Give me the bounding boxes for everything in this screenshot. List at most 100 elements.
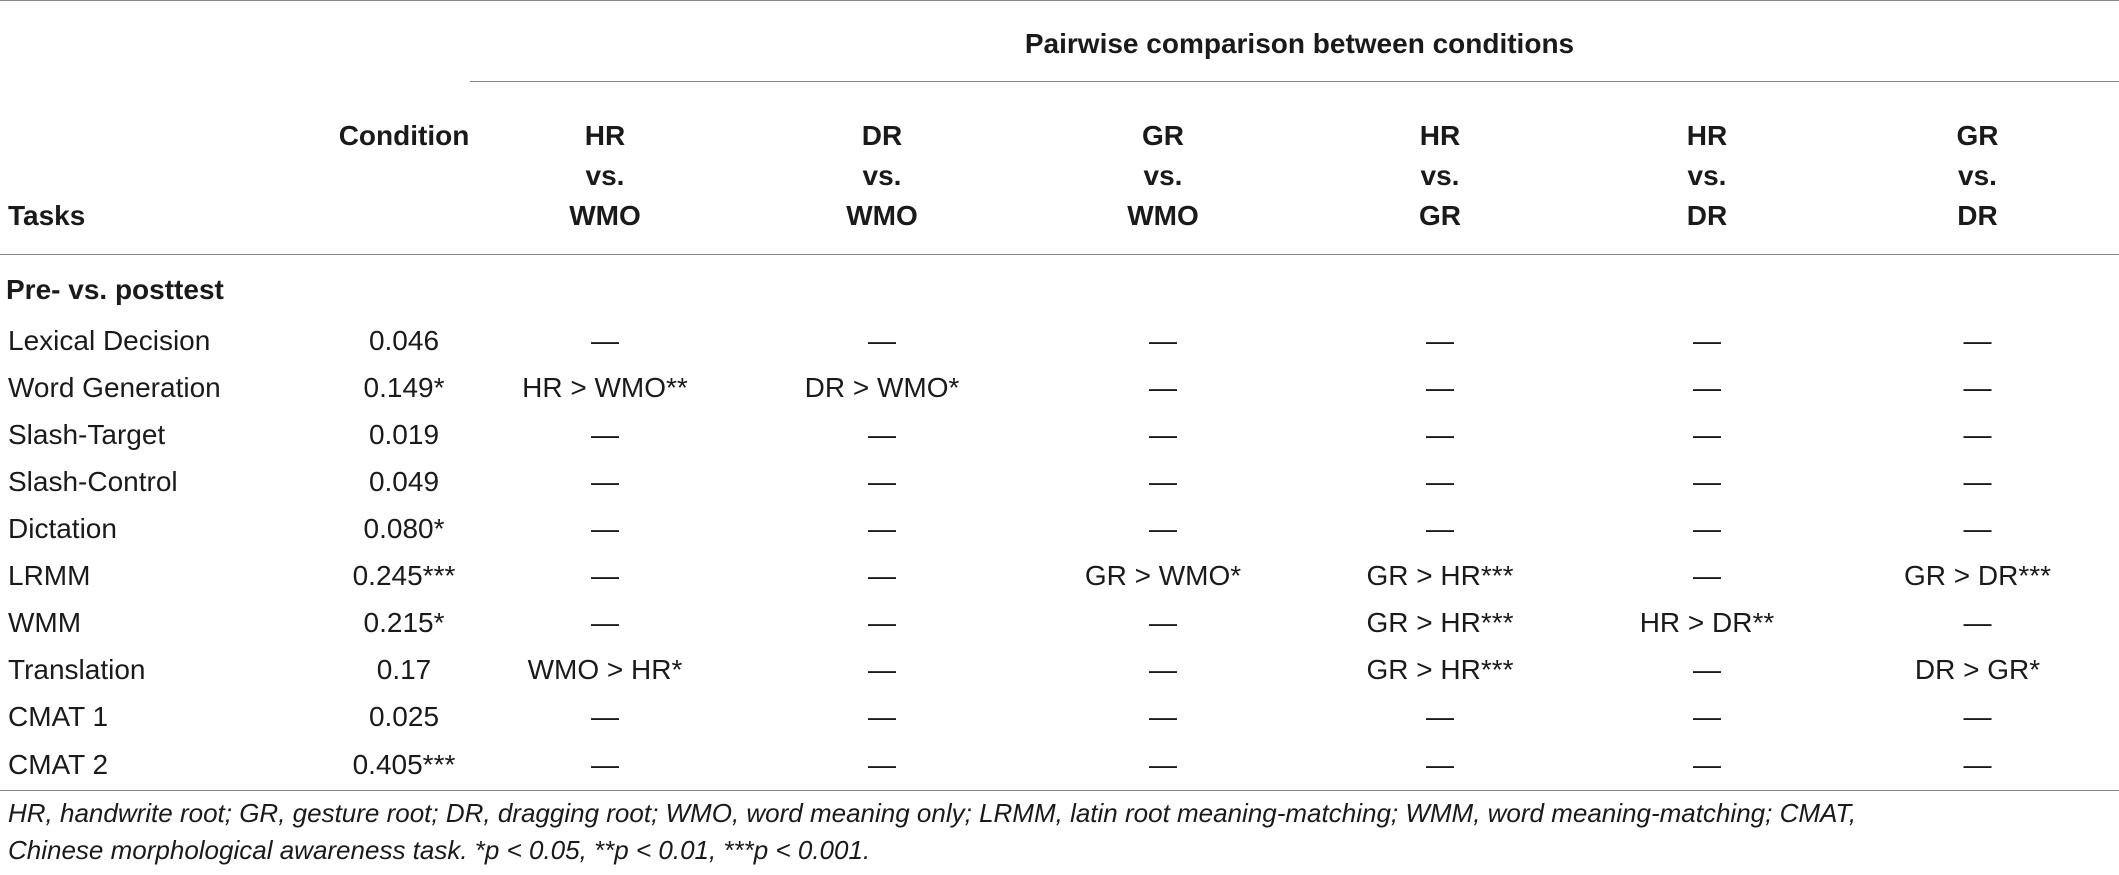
comparison-result-cell: — [1963,324,1992,356]
comparison-result-cell: — [868,324,896,356]
condition-value-cell: 0.049 [368,465,440,497]
comparison-result-cell: — [1693,512,1721,544]
comparison-result-cell: — [591,512,619,544]
table-row: WMM 0.215* — — — GR > HR*** HR > DR** — [0,599,2119,646]
task-name-cell: WMM [8,606,82,638]
comparison-result-cell: — [868,606,896,638]
top-rule [0,0,2119,7]
table-row: Slash-Target 0.019 — — — — — — [0,411,2119,458]
comparison-result-cell: — [1149,653,1177,685]
condition-value-cell: 0.17 [376,653,432,685]
condition-value-cell: 0.019 [368,418,440,450]
comparison-result-cell: — [470,740,740,791]
comparison-result-cell: — [1426,512,1454,544]
column-header-row-3: Tasks WMO WMO WMO GR DR DR [0,200,2119,255]
comparison-result-cell: — [1836,740,2119,791]
comparison-result-cell: — [1693,418,1721,450]
comparison-header-line1: DR [861,120,903,151]
table-row: Slash-Control 0.049 — — — — — — [0,458,2119,505]
comparison-result-cell: GR > HR*** [1366,606,1514,638]
comparison-result-cell: — [1149,371,1177,403]
comparison-result-cell: — [1149,324,1177,356]
comparison-result-cell: — [868,465,896,497]
comparison-header-line2: vs. [1687,160,1727,191]
comparison-header-line3: DR [1836,200,2119,255]
comparison-result-cell: — [1149,465,1177,497]
comparison-result-cell: — [740,740,1024,791]
comparison-result-cell: GR > WMO* [1084,559,1242,591]
comparison-result-cell: — [1149,512,1177,544]
comparison-result-cell: — [591,418,619,450]
task-name-cell: Dictation [8,512,117,544]
comparison-result-cell: — [1693,324,1721,356]
comparison-result-cell: — [1149,606,1177,638]
comparison-result-cell: DR > GR* [1914,653,2041,685]
task-name-cell: Slash-Target [8,418,166,450]
comparison-result-cell: — [1024,740,1302,791]
footnote-line: HR, handwrite root; GR, gesture root; DR… [8,798,1857,828]
spanning-header-label: Pairwise comparison between conditions [470,7,2119,82]
condition-value-cell: 0.046 [368,324,440,356]
table-row: Dictation 0.080* — — — — — — [0,505,2119,552]
comparison-result-cell: — [1149,700,1177,732]
comparison-header-line2: vs. [1958,160,1997,191]
comparison-result-cell: — [1149,418,1177,450]
comparison-result-cell: GR > HR*** [1366,653,1514,685]
condition-value-cell: 0.245*** [352,559,456,591]
condition-header: Condition [338,120,470,151]
section-row: Pre- vs. posttest [0,255,2119,318]
comparison-header-line2: vs. [862,160,902,191]
comparison-result-cell: HR > DR** [1639,606,1775,638]
comparison-header-line1: HR [1419,120,1461,151]
comparison-header-line1: GR [1956,120,1999,151]
task-name-cell: LRMM [8,559,91,591]
comparison-result-cell: — [1426,324,1454,356]
comparison-header-line1: HR [584,120,626,151]
comparison-result-cell: — [591,324,619,356]
task-name-cell: Translation [8,653,146,685]
comparison-result-cell: — [868,559,896,591]
comparison-result-cell: — [1578,740,1836,791]
comparison-header-line3: WMO [740,200,1024,255]
comparison-result-cell: HR > WMO** [522,371,688,403]
column-header-row-2: vs. vs. vs. vs. vs. vs. [0,152,2119,200]
comparison-result-cell: GR > HR*** [1366,559,1514,591]
comparison-result-cell: WMO > HR* [527,653,683,685]
comparison-result-cell: — [591,700,619,732]
comparison-result-cell: DR > WMO* [804,371,960,403]
comparison-result-cell: — [591,559,619,591]
comparison-header-line3: WMO [470,200,740,255]
comparison-result-cell: — [1302,740,1578,791]
section-label: Pre- vs. posttest [6,274,224,305]
comparison-result-cell: — [868,418,896,450]
comparison-header-line1: HR [1686,120,1728,151]
comparison-header-line2: vs. [1420,160,1460,191]
condition-value-cell: 0.149* [363,371,445,403]
comparison-result-cell: — [1426,700,1454,732]
comparison-result-cell: — [1426,465,1454,497]
table-row: Translation 0.17 WMO > HR* — — GR > HR*** — DR … [0,646,2119,693]
comparison-result-cell: — [591,606,619,638]
comparison-header-line2: vs. [1143,160,1183,191]
task-name-cell: Word Generation [8,371,221,403]
table-row: LRMM 0.245*** — — GR > WMO* GR > HR*** — GR > D… [0,552,2119,599]
table-footnote: HR, handwrite root; GR, gesture root; DR… [8,795,2108,869]
comparison-result-cell: GR > DR*** [1903,559,2052,591]
comparison-result-cell: — [1693,653,1721,685]
comparison-result-cell: — [1693,465,1721,497]
comparison-header-line3: DR [1578,200,1836,255]
spanning-header-row: Pairwise comparison between conditions [0,7,2119,82]
comparison-result-cell: — [591,465,619,497]
task-name-cell: Slash-Control [8,465,178,497]
task-name-cell: CMAT 2 [0,740,338,791]
condition-value-cell: 0.215* [363,606,445,638]
tasks-header: Tasks [0,200,338,255]
comparison-result-cell: — [868,700,896,732]
comparison-header-line2: vs. [585,160,625,191]
column-header-row-1: Condition HR DR GR HR HR GR [0,82,2119,153]
table-row: Lexical Decision 0.046 — — — — — — [0,317,2119,364]
comparison-result-cell: — [1963,371,1992,403]
comparison-result-cell: — [1693,559,1721,591]
condition-value-cell: 0.080* [363,512,445,544]
